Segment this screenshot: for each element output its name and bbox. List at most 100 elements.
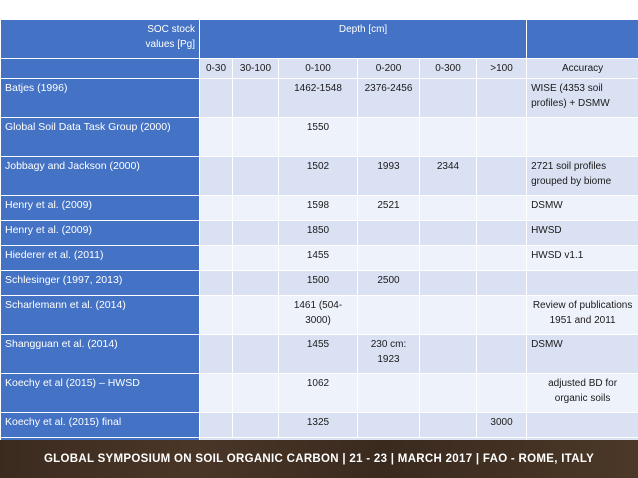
cell-0-200: 2376-2456 — [357, 78, 420, 118]
cell-30-100 — [232, 295, 279, 335]
depth-label: Depth [cm] — [198, 19, 528, 59]
col-header-0-100: 0-100 — [278, 58, 358, 79]
cell-accuracy: HWSD — [526, 220, 638, 246]
cell-gt100 — [475, 78, 528, 118]
table-row: Koechy et al. (2015) final 1325 3000 — [0, 412, 638, 438]
cell-30-100 — [232, 78, 279, 118]
cell-gt100 — [475, 117, 528, 157]
cell-accuracy: WISE (4353 soil profiles) + DSMW — [526, 78, 638, 118]
cell-0-200 — [357, 220, 420, 246]
cell-accuracy — [526, 270, 638, 296]
header-corner — [0, 58, 200, 79]
cell-accuracy: DSMW — [526, 195, 638, 221]
cell-0-300 — [419, 334, 477, 374]
table-row: Schlesinger (1997, 2013) 1500 2500 — [0, 270, 638, 296]
cell-30-100 — [232, 373, 279, 413]
cell-0-200 — [357, 373, 420, 413]
cell-0-30 — [199, 117, 233, 157]
col-header-accuracy: Accuracy — [526, 58, 638, 79]
cell-0-300 — [419, 220, 477, 246]
row-source: Scharlemann et al. (2014) — [0, 295, 200, 335]
row-source: Hiederer et al. (2011) — [0, 245, 200, 271]
cell-0-100: 1325 — [278, 412, 358, 438]
header-row-2: 0-30 30-100 0-100 0-200 0-300 >100 Accur… — [0, 58, 638, 79]
cell-0-100: 1850 — [278, 220, 358, 246]
cell-gt100 — [475, 156, 528, 196]
cell-0-100: 1502 — [278, 156, 358, 196]
row-source: Schlesinger (1997, 2013) — [0, 270, 200, 296]
cell-30-100 — [232, 195, 279, 221]
cell-0-200: 1993 — [357, 156, 420, 196]
cell-30-100 — [232, 156, 279, 196]
col-header-30-100: 30-100 — [232, 58, 279, 79]
cell-0-30 — [199, 156, 233, 196]
cell-0-100: 1461 (504-3000) — [278, 295, 358, 335]
cell-0-200 — [357, 295, 420, 335]
cell-0-30 — [199, 334, 233, 374]
col-header-0-200: 0-200 — [357, 58, 420, 79]
cell-0-200: 2521 — [357, 195, 420, 221]
cell-0-200 — [357, 412, 420, 438]
cell-0-100: 1550 — [278, 117, 358, 157]
cell-accuracy: adjusted BD for organic soils — [526, 373, 638, 413]
soc-stock-table: SOC stock values [Pg] Depth [cm] 0-30 30-… — [0, 19, 638, 458]
header-row-1: SOC stock values [Pg] Depth [cm] — [0, 19, 638, 59]
cell-0-300: 2344 — [419, 156, 477, 196]
cell-0-30 — [199, 270, 233, 296]
table-row: Batjes (1996) 1462-1548 2376-2456 WISE (435… — [0, 78, 638, 118]
cell-gt100 — [475, 245, 528, 271]
cell-0-100: 1598 — [278, 195, 358, 221]
cell-gt100 — [475, 195, 528, 221]
cell-0-30 — [199, 195, 233, 221]
cell-0-300 — [419, 270, 477, 296]
table-row: Henry et al. (2009) 1850 HWSD — [0, 220, 638, 246]
footer-banner: GLOBAL SYMPOSIUM ON SOIL ORGANIC CARBON … — [0, 440, 638, 478]
table-row: Global Soil Data Task Group (2000) 1550 — [0, 117, 638, 157]
cell-0-300 — [419, 373, 477, 413]
cell-0-100: 1462-1548 — [278, 78, 358, 118]
cell-0-300 — [419, 78, 477, 118]
col-header-0-30: 0-30 — [199, 58, 233, 79]
cell-gt100 — [475, 220, 528, 246]
row-source: Koechy et al (2015) – HWSD — [0, 373, 200, 413]
cell-0-300 — [419, 245, 477, 271]
cell-0-200: 2500 — [357, 270, 420, 296]
row-source: Henry et al. (2009) — [0, 220, 200, 246]
table-row: Koechy et al (2015) – HWSD 1062 adjusted B… — [0, 373, 638, 413]
cell-0-30 — [199, 245, 233, 271]
row-source: Global Soil Data Task Group (2000) — [0, 117, 200, 157]
cell-gt100 — [475, 270, 528, 296]
cell-gt100 — [475, 295, 528, 335]
cell-30-100 — [232, 412, 279, 438]
cell-0-30 — [199, 295, 233, 335]
cell-0-30 — [199, 220, 233, 246]
cell-accuracy — [526, 117, 638, 157]
cell-30-100 — [232, 220, 279, 246]
col-header-0-300: 0-300 — [419, 58, 477, 79]
cell-0-100: 1455 — [278, 245, 358, 271]
col-header-gt100: >100 — [475, 58, 528, 79]
cell-accuracy: DSMW — [526, 334, 638, 374]
cell-30-100 — [232, 334, 279, 374]
row-source: Shangguan et al. (2014) — [0, 334, 200, 374]
cell-0-300 — [419, 117, 477, 157]
cell-0-100: 1455 — [278, 334, 358, 374]
cell-accuracy: 2721 soil profiles grouped by biome — [526, 156, 638, 196]
cell-0-300 — [419, 195, 477, 221]
cell-0-200: 230 cm: 1923 — [357, 334, 420, 374]
table-row: Hiederer et al. (2011) 1455 HWSD v1.1 — [0, 245, 638, 271]
cell-0-30 — [199, 78, 233, 118]
cell-gt100: 3000 — [475, 412, 528, 438]
cell-0-300 — [419, 295, 477, 335]
cell-30-100 — [232, 117, 279, 157]
header-blank — [526, 19, 638, 59]
row-source: Henry et al. (2009) — [0, 195, 200, 221]
cell-0-200 — [357, 117, 420, 157]
cell-30-100 — [232, 270, 279, 296]
table-row: Henry et al. (2009) 1598 2521 DSMW — [0, 195, 638, 221]
cell-0-30 — [199, 412, 233, 438]
cell-0-100: 1500 — [278, 270, 358, 296]
cell-accuracy — [526, 412, 638, 438]
row-source: Batjes (1996) — [0, 78, 200, 118]
cell-accuracy: HWSD v1.1 — [526, 245, 638, 271]
